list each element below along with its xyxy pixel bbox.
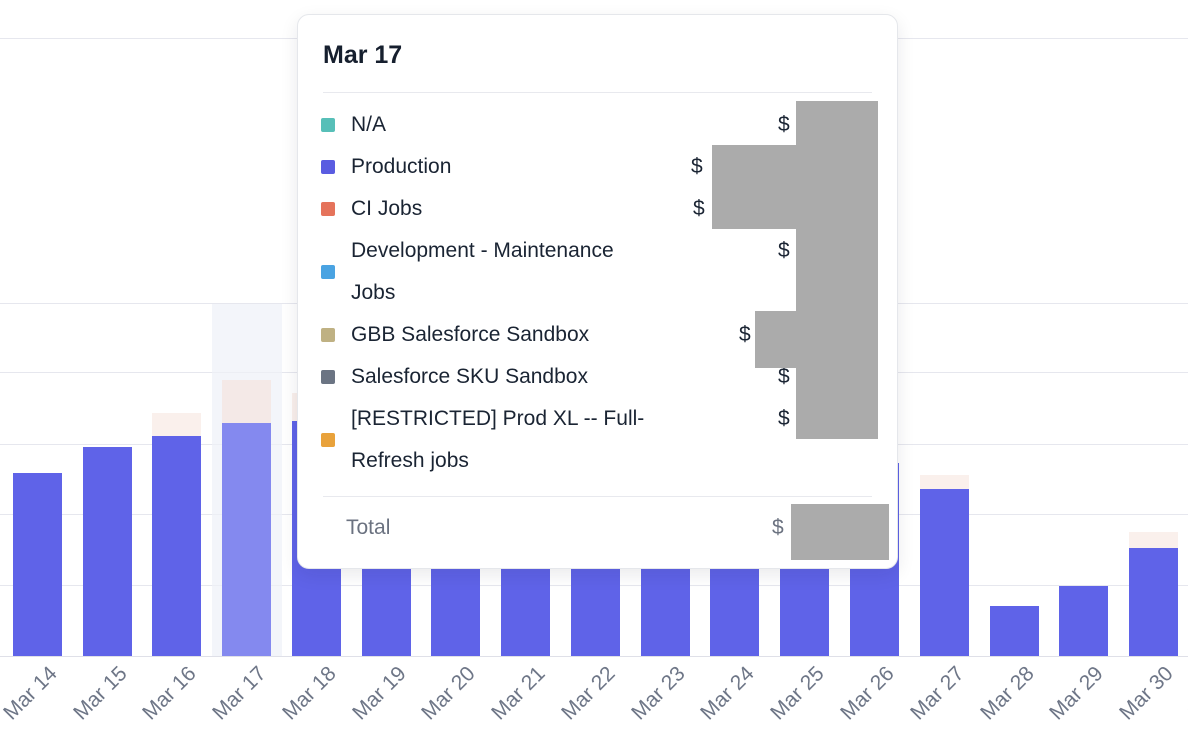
bar-mar-15[interactable] bbox=[83, 447, 132, 656]
series-currency-symbol: $ bbox=[778, 239, 790, 262]
series-color-swatch-icon bbox=[321, 118, 335, 132]
x-axis-label: Mar 25 bbox=[766, 662, 829, 725]
bar-segment-production bbox=[222, 423, 271, 656]
tooltip-total-row: Total $ bbox=[321, 507, 874, 549]
series-label: Salesforce SKU Sandbox bbox=[351, 365, 588, 388]
series-color-swatch-icon bbox=[321, 370, 335, 384]
series-label: GBB Salesforce Sandbox bbox=[351, 323, 590, 346]
x-axis-label: Mar 28 bbox=[976, 662, 1039, 725]
series-color-swatch-icon bbox=[321, 202, 335, 216]
bar-mar-17[interactable] bbox=[222, 380, 271, 656]
series-currency-symbol: $ bbox=[691, 155, 703, 178]
x-axis-label: Mar 19 bbox=[348, 662, 411, 725]
bar-segment-ci-jobs bbox=[920, 475, 969, 489]
tooltip-divider bbox=[323, 496, 872, 497]
bar-segment-production bbox=[13, 473, 62, 656]
x-axis-line bbox=[0, 656, 1188, 657]
bar-mar-29[interactable] bbox=[1059, 586, 1108, 656]
tooltip-legend-row: [RESTRICTED] Prod XL -- Full- Refresh jo… bbox=[321, 398, 874, 482]
x-axis-label: Mar 21 bbox=[487, 662, 550, 725]
bar-segment-production bbox=[920, 489, 969, 656]
x-axis-label: Mar 31 bbox=[1184, 662, 1188, 725]
x-axis-label: Mar 29 bbox=[1045, 662, 1108, 725]
bar-mar-14[interactable] bbox=[13, 473, 62, 656]
series-currency-symbol: $ bbox=[778, 407, 790, 430]
bar-mar-27[interactable] bbox=[920, 475, 969, 656]
x-axis-label: Mar 23 bbox=[627, 662, 690, 725]
x-axis-label: Mar 14 bbox=[0, 662, 62, 725]
tooltip-divider bbox=[323, 92, 872, 93]
series-label: N/A bbox=[351, 113, 387, 136]
series-currency-symbol: $ bbox=[778, 113, 790, 136]
gridline bbox=[212, 372, 282, 373]
series-label: Production bbox=[351, 155, 452, 178]
redacted-value-box bbox=[712, 145, 796, 229]
series-label: Development - Maintenance Jobs bbox=[351, 239, 614, 304]
bar-segment-ci-jobs bbox=[1129, 532, 1178, 548]
tooltip-title: Mar 17 bbox=[323, 41, 403, 69]
bar-segment-production bbox=[1059, 586, 1108, 656]
series-color-swatch-icon bbox=[321, 265, 335, 279]
redacted-value-box bbox=[791, 504, 889, 560]
bar-segment-production bbox=[990, 606, 1039, 656]
x-axis-label: Mar 20 bbox=[417, 662, 480, 725]
bar-segment-production bbox=[1129, 548, 1178, 656]
series-color-swatch-icon bbox=[321, 160, 335, 174]
bar-segment-production bbox=[83, 447, 132, 656]
bar-segment-ci-jobs bbox=[222, 380, 271, 423]
bar-mar-16[interactable] bbox=[152, 413, 201, 656]
series-currency-symbol: $ bbox=[693, 197, 705, 220]
series-color-swatch-icon bbox=[321, 433, 335, 447]
series-color-swatch-icon bbox=[321, 328, 335, 342]
x-axis-label: Mar 30 bbox=[1115, 662, 1178, 725]
x-axis-label: Mar 15 bbox=[69, 662, 132, 725]
tooltip-legend-row: Development - Maintenance Jobs $ bbox=[321, 230, 874, 314]
bar-mar-28[interactable] bbox=[990, 606, 1039, 656]
x-axis-label: Mar 17 bbox=[208, 662, 271, 725]
chart-tooltip: Mar 17 N/A $ Production $ CI Jobs $ Deve… bbox=[297, 14, 898, 569]
series-label: [RESTRICTED] Prod XL -- Full- Refresh jo… bbox=[351, 407, 645, 472]
bar-segment-production bbox=[152, 436, 201, 656]
total-currency-symbol: $ bbox=[772, 516, 784, 539]
x-axis-label: Mar 27 bbox=[906, 662, 969, 725]
bar-mar-30[interactable] bbox=[1129, 532, 1178, 656]
tooltip-legend-row: Production $ bbox=[321, 146, 874, 188]
x-axis-label: Mar 22 bbox=[557, 662, 620, 725]
tooltip-legend-row: CI Jobs $ bbox=[321, 188, 874, 230]
tooltip-legend-row: Salesforce SKU Sandbox $ bbox=[321, 356, 874, 398]
series-label: CI Jobs bbox=[351, 197, 423, 220]
redacted-value-box bbox=[796, 101, 878, 439]
series-currency-symbol: $ bbox=[778, 365, 790, 388]
x-axis-label: Mar 18 bbox=[278, 662, 341, 725]
x-axis-label: Mar 24 bbox=[696, 662, 759, 725]
x-axis-label: Mar 26 bbox=[836, 662, 899, 725]
tooltip-legend-row: N/A $ bbox=[321, 104, 874, 146]
redacted-value-box bbox=[755, 311, 796, 368]
total-label: Total bbox=[346, 516, 391, 539]
tooltip-legend-row: GBB Salesforce Sandbox $ bbox=[321, 314, 874, 356]
bar-segment-ci-jobs bbox=[152, 413, 201, 436]
x-axis-label: Mar 16 bbox=[138, 662, 201, 725]
series-currency-symbol: $ bbox=[739, 323, 751, 346]
